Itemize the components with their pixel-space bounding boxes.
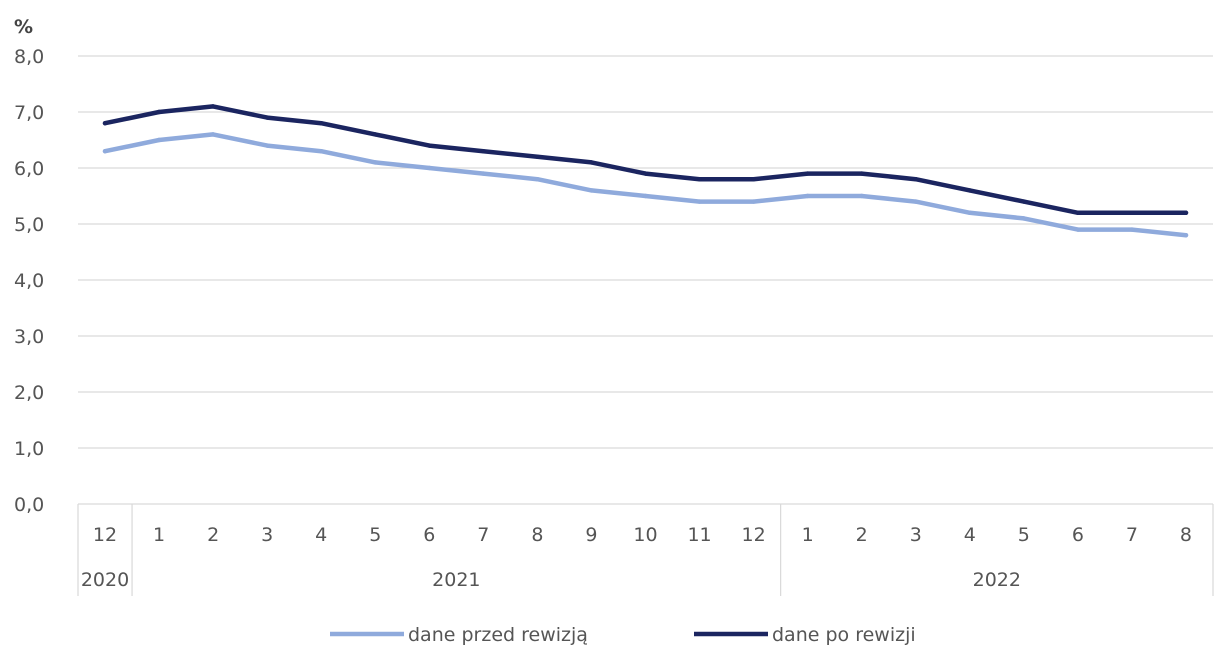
- data-point: [319, 121, 324, 126]
- x-tick-label: 7: [477, 524, 489, 546]
- data-point: [751, 199, 756, 204]
- data-point: [643, 193, 648, 199]
- y-tick-label: 4,0: [14, 270, 44, 292]
- data-point: [913, 199, 918, 204]
- x-tick-label: 4: [315, 524, 327, 546]
- data-point: [589, 188, 594, 193]
- x-tick-label: 1: [802, 524, 814, 546]
- data-point: [1021, 216, 1027, 221]
- data-point: [210, 132, 216, 137]
- data-point: [535, 154, 540, 159]
- x-tick-label: 11: [687, 524, 711, 546]
- x-tick-label: 7: [1126, 524, 1138, 546]
- x-tick-label: 6: [1072, 524, 1084, 546]
- x-tick-label: 1: [153, 524, 165, 546]
- y-tick-label: 3,0: [14, 326, 44, 348]
- x-tick-label: 2: [207, 524, 219, 546]
- legend: dane przed rewizją dane po rewizji: [330, 624, 916, 646]
- x-tick-label: 2: [856, 524, 868, 546]
- data-point: [1183, 210, 1189, 215]
- x-tick-label: 9: [585, 524, 597, 546]
- x-tick-label: 12: [93, 524, 117, 546]
- series-lines: [102, 104, 1189, 238]
- data-point: [427, 143, 432, 148]
- data-point: [805, 193, 810, 199]
- data-point: [264, 143, 270, 148]
- data-point: [643, 171, 648, 176]
- data-point: [319, 149, 324, 154]
- data-point: [1183, 233, 1189, 238]
- data-point: [859, 171, 864, 176]
- y-tick-label: 2,0: [14, 382, 44, 404]
- data-point: [156, 109, 162, 115]
- data-point: [967, 188, 972, 193]
- x-tick-label: 4: [964, 524, 976, 546]
- x-tick-label: 8: [531, 524, 543, 546]
- data-point: [481, 149, 486, 154]
- data-point: [967, 210, 972, 215]
- x-year-label: 2022: [973, 569, 1021, 591]
- data-point: [751, 177, 756, 182]
- y-tick-label: 5,0: [14, 214, 44, 236]
- data-point: [697, 177, 702, 182]
- x-year-label: 2021: [432, 569, 480, 591]
- data-point: [1021, 199, 1027, 204]
- data-point: [1129, 227, 1135, 232]
- y-tick-label: 1,0: [14, 438, 44, 460]
- data-point: [102, 149, 108, 154]
- data-point: [535, 177, 540, 182]
- x-tick-label: 10: [633, 524, 657, 546]
- data-point: [373, 160, 378, 165]
- data-point: [1129, 210, 1135, 215]
- y-tick-label: 6,0: [14, 158, 44, 180]
- data-point: [210, 104, 216, 109]
- y-tick-label: 8,0: [14, 46, 44, 68]
- data-point: [156, 137, 162, 143]
- x-tick-label: 12: [742, 524, 766, 546]
- legend-label: dane przed rewizją: [408, 624, 588, 646]
- data-point: [427, 165, 432, 171]
- y-tick-label: 0,0: [14, 494, 44, 516]
- y-tick-label: 7,0: [14, 102, 44, 124]
- data-point: [589, 160, 594, 165]
- x-tick-label: 3: [910, 524, 922, 546]
- gridlines: [78, 55, 1213, 505]
- x-tick-label: 8: [1180, 524, 1192, 546]
- data-point: [913, 177, 918, 182]
- data-point: [805, 171, 810, 176]
- data-point: [697, 199, 702, 204]
- x-year-label: 2020: [81, 569, 129, 591]
- data-point: [481, 171, 486, 176]
- data-point: [1075, 210, 1081, 215]
- data-point: [373, 132, 378, 137]
- data-point: [264, 115, 270, 120]
- legend-label: dane po rewizji: [772, 624, 916, 646]
- data-point: [859, 193, 864, 199]
- x-tick-label: 6: [423, 524, 435, 546]
- y-unit-label: %: [14, 16, 33, 38]
- x-tick-label: 5: [1018, 524, 1030, 546]
- x-tick-label: 3: [261, 524, 273, 546]
- data-point: [102, 121, 108, 126]
- x-tick-label: 5: [369, 524, 381, 546]
- data-point: [1075, 227, 1081, 232]
- y-axis-ticks: 0,0 1,0 2,0 3,0 4,0 5,0 6,0 7,0 8,0: [14, 46, 44, 516]
